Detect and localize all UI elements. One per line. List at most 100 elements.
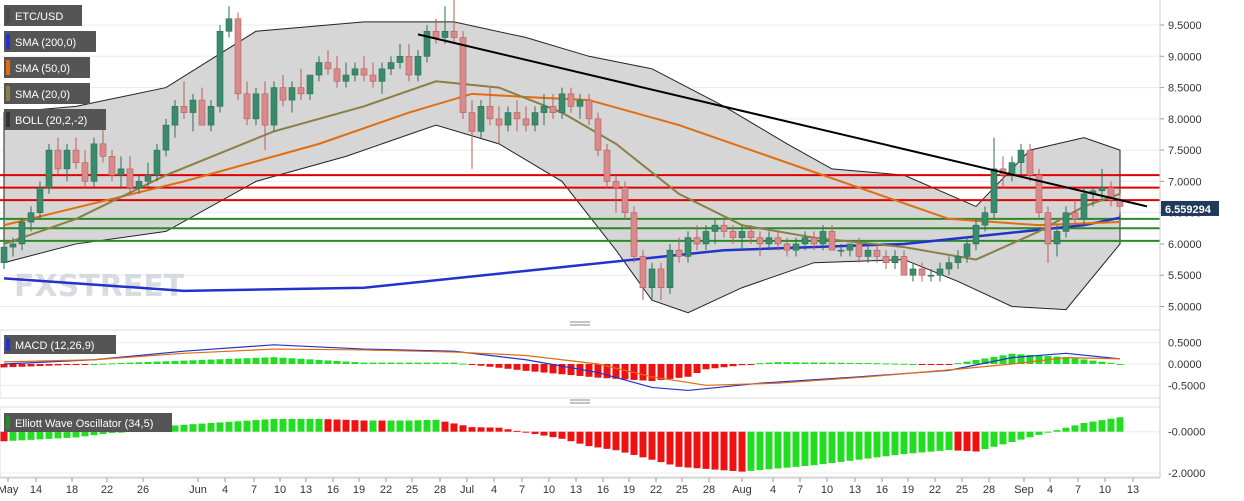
macd-bar [27,364,35,367]
candle [378,62,386,94]
candle [144,162,152,188]
candle [828,225,836,251]
ewo-bar [756,431,764,471]
ewo-axis: -0.0000 -2.0000 [1168,427,1205,480]
macd-bar [225,358,233,364]
candle [261,81,269,151]
ewo-bar [225,421,233,432]
macd-bar [621,364,629,380]
macd-bar [108,363,116,365]
macd-bar [1071,358,1079,364]
candle [963,237,971,263]
candle [567,87,575,113]
x-tick-label: 14 [30,484,42,496]
macd-bar [162,361,170,364]
ewo-bar [468,427,476,432]
macd-bar [720,364,728,368]
ewo-bar [360,420,368,432]
ewo-bar [9,431,17,441]
macd-bar [1107,362,1115,364]
candle [270,81,278,132]
macd-bar [81,364,89,365]
ewo-bar [1017,431,1025,440]
panel-resize-handle-2[interactable] [570,399,590,404]
ewo-bar [1062,427,1070,432]
macd-bar [324,360,332,364]
macd-bar [801,362,809,364]
x-tick-label: 25 [956,484,968,496]
macd-bar [675,364,683,378]
macd-bar [864,362,872,364]
ewo-bar [36,431,44,440]
x-tick-label: 13 [570,484,582,496]
macd-bar [747,364,755,365]
macd-bar [531,364,539,372]
candle [792,237,800,257]
ewo-bar [540,431,548,436]
legend-item[interactable]: SMA (20,0) [4,83,90,104]
candle [225,6,233,38]
candle [72,137,80,169]
legend-item[interactable]: SMA (200,0) [4,31,96,52]
ewo-bar [477,427,485,432]
macd-bar [0,364,8,368]
ewo-bar [45,431,53,439]
macd-bar [1080,359,1088,364]
legend-item[interactable]: BOLL (20,2,-2) [4,109,106,130]
macd-bar [333,360,341,364]
ewo-bar [657,431,665,463]
macd-bar [657,364,665,380]
macd-bar [594,364,602,378]
ewo-bar [1008,431,1016,443]
candle [387,56,395,76]
ewo-bar [243,420,251,432]
macd-bar [792,362,800,364]
x-tick-label: 13 [300,484,312,496]
candle [747,225,755,244]
y-tick-label: -0.0000 [1168,427,1205,439]
macd-bar [882,363,890,365]
ewo-bar [513,430,521,432]
x-tick-label: 19 [353,484,365,496]
macd-bar [810,362,818,364]
ewo-bar [90,431,98,436]
candle [1035,168,1043,219]
x-tick-label: 10 [543,484,555,496]
svg-text:Elliott Wave Oscillator (34,5): Elliott Wave Oscillator (34,5) [15,418,153,430]
panel-resize-handle[interactable] [570,321,590,326]
macd-bar [855,362,863,364]
macd-bar [540,364,548,373]
macd-bar [189,360,197,364]
legend-label: ETC/USD [15,11,63,23]
ewo-bar [639,431,647,458]
ewo-bar [711,431,719,470]
ewo-bar [387,420,395,432]
svg-text:6.559294: 6.559294 [1165,204,1212,216]
ewo-bar [72,431,80,438]
macd-bar [504,364,512,369]
candle [306,74,314,101]
candle [297,68,305,101]
macd-bar [828,362,836,364]
ewo-bar [891,431,899,456]
x-tick-label: May [0,484,19,496]
legend-item[interactable]: ETC/USD [4,5,82,26]
legend-item[interactable]: SMA (50,0) [4,57,90,78]
ewo-bar [1053,430,1061,432]
macd-bar [252,357,260,364]
macd-bar [144,361,152,364]
ewo-bar [648,431,656,460]
x-tick-label: 19 [902,484,914,496]
candle [972,218,980,251]
macd-bar [387,362,395,364]
y-tick-label: 7.5000 [1168,145,1202,157]
macd-bar [369,362,377,364]
candle [693,225,701,251]
ewo-bar [567,431,575,442]
ewo-bar [936,431,944,451]
candle [342,62,350,88]
x-tick-label: Jul [460,484,474,496]
ewo-bar [576,431,584,444]
ewo-bar [234,421,242,432]
candle [45,143,53,194]
